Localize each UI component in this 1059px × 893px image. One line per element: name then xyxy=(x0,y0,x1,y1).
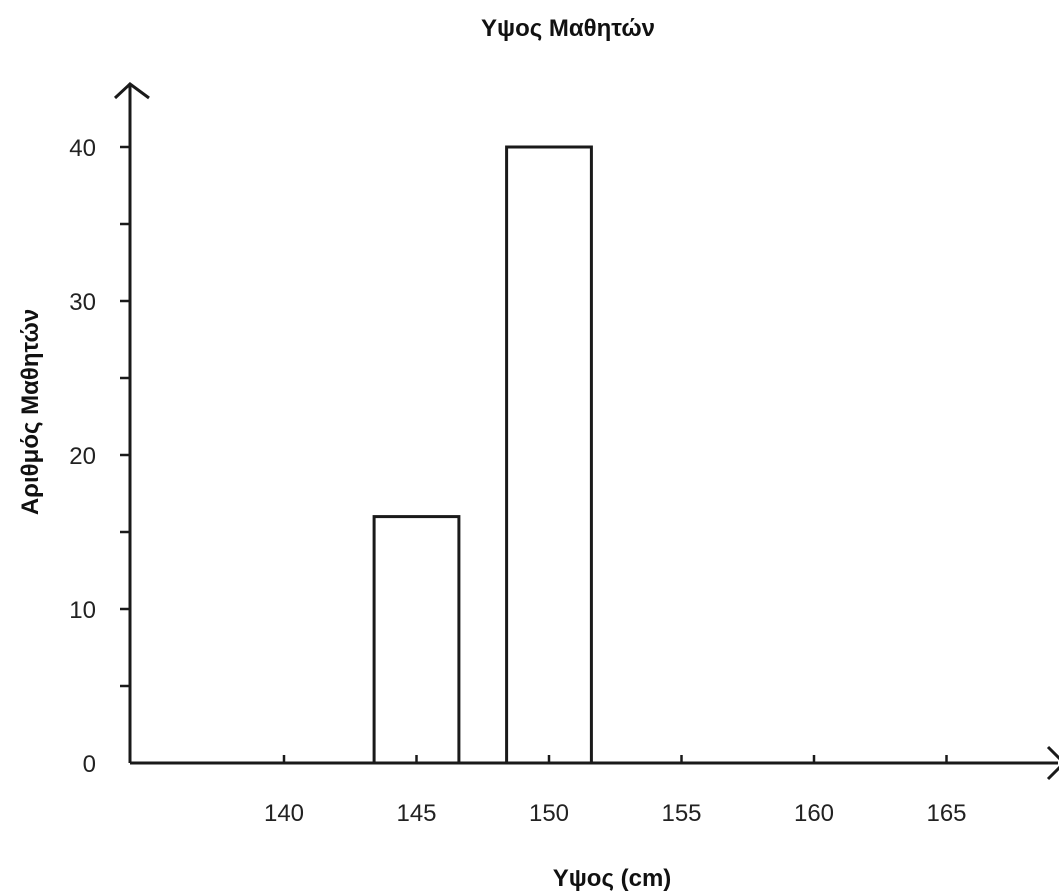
y-tick-label-0: 0 xyxy=(83,751,96,778)
y-tick-label-20: 20 xyxy=(69,443,96,470)
bar-145 xyxy=(372,515,461,765)
chart-title: Υψος Μαθητών xyxy=(481,15,655,42)
bar-150 xyxy=(505,145,593,765)
y-tick-label-10: 10 xyxy=(69,597,96,624)
y-axis-arrow xyxy=(113,82,150,100)
x-tick-label-140: 140 xyxy=(264,800,304,827)
y-axis-label: Αριθμός Μαθητών xyxy=(17,309,44,515)
x-tick-label-165: 165 xyxy=(926,800,966,827)
x-axis-label: Υψος (cm) xyxy=(553,865,672,892)
x-tick-label-155: 155 xyxy=(661,800,701,827)
x-tick-label-150: 150 xyxy=(529,800,569,827)
y-tick-label-30: 30 xyxy=(69,289,96,316)
y-tick-label-40: 40 xyxy=(69,135,96,162)
x-tick-label-145: 145 xyxy=(396,800,436,827)
x-tick-label-160: 160 xyxy=(794,800,834,827)
ticks-group: 0 10 20 30 40 140 145 150 155 160 165 xyxy=(69,135,966,827)
bars-group xyxy=(372,145,593,765)
x-axis-arrow xyxy=(1046,745,1059,781)
